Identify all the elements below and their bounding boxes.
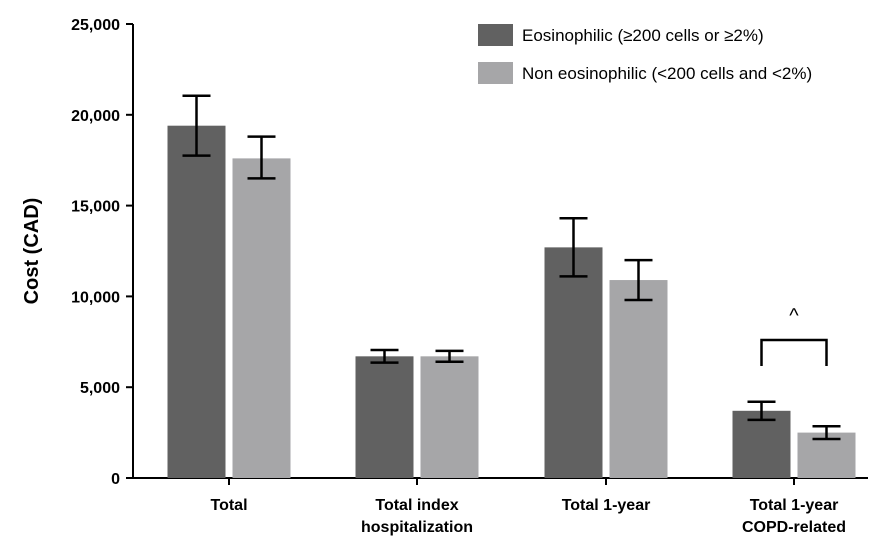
bar bbox=[355, 356, 414, 478]
x-tick-label: Total 1-year bbox=[562, 497, 651, 514]
bar bbox=[167, 125, 226, 479]
error-bars bbox=[182, 94, 841, 441]
x-tick-label: COPD-related bbox=[742, 519, 846, 536]
axes: 0 5,000 10,000 15,000 20,000 25,000 Cost (CAD)… bbox=[21, 17, 868, 536]
bar bbox=[732, 410, 791, 478]
bar bbox=[609, 280, 668, 478]
x-tick-label: Total bbox=[210, 497, 247, 514]
legend-swatch bbox=[478, 62, 513, 84]
y-tick-label: 10,000 bbox=[71, 289, 120, 306]
bar bbox=[232, 158, 291, 478]
legend-label: Non eosinophilic (<200 cells and <2%) bbox=[522, 64, 812, 83]
y-tick-label: 15,000 bbox=[71, 199, 120, 216]
significance-marker: ^ bbox=[789, 305, 799, 327]
y-tick-label: 5,000 bbox=[80, 380, 120, 397]
x-tick-label: Total 1-year bbox=[750, 497, 839, 514]
y-tick-label: 0 bbox=[111, 471, 120, 488]
x-tick-label: Total index bbox=[375, 497, 458, 514]
annotations: ^ bbox=[760, 305, 828, 366]
legend: Eosinophilic (≥200 cells or ≥2%) Non eosi… bbox=[478, 24, 812, 84]
legend-label: Eosinophilic (≥200 cells or ≥2%) bbox=[522, 26, 764, 45]
bars bbox=[167, 125, 856, 479]
bar bbox=[544, 247, 603, 478]
y-axis-title: Cost (CAD) bbox=[21, 198, 43, 305]
significance-bracket bbox=[760, 338, 828, 366]
bar bbox=[420, 356, 479, 478]
y-tick-label: 20,000 bbox=[71, 108, 120, 125]
legend-swatch bbox=[478, 24, 513, 46]
y-tick-label: 25,000 bbox=[71, 17, 120, 34]
x-tick-label: hospitalization bbox=[361, 519, 473, 536]
